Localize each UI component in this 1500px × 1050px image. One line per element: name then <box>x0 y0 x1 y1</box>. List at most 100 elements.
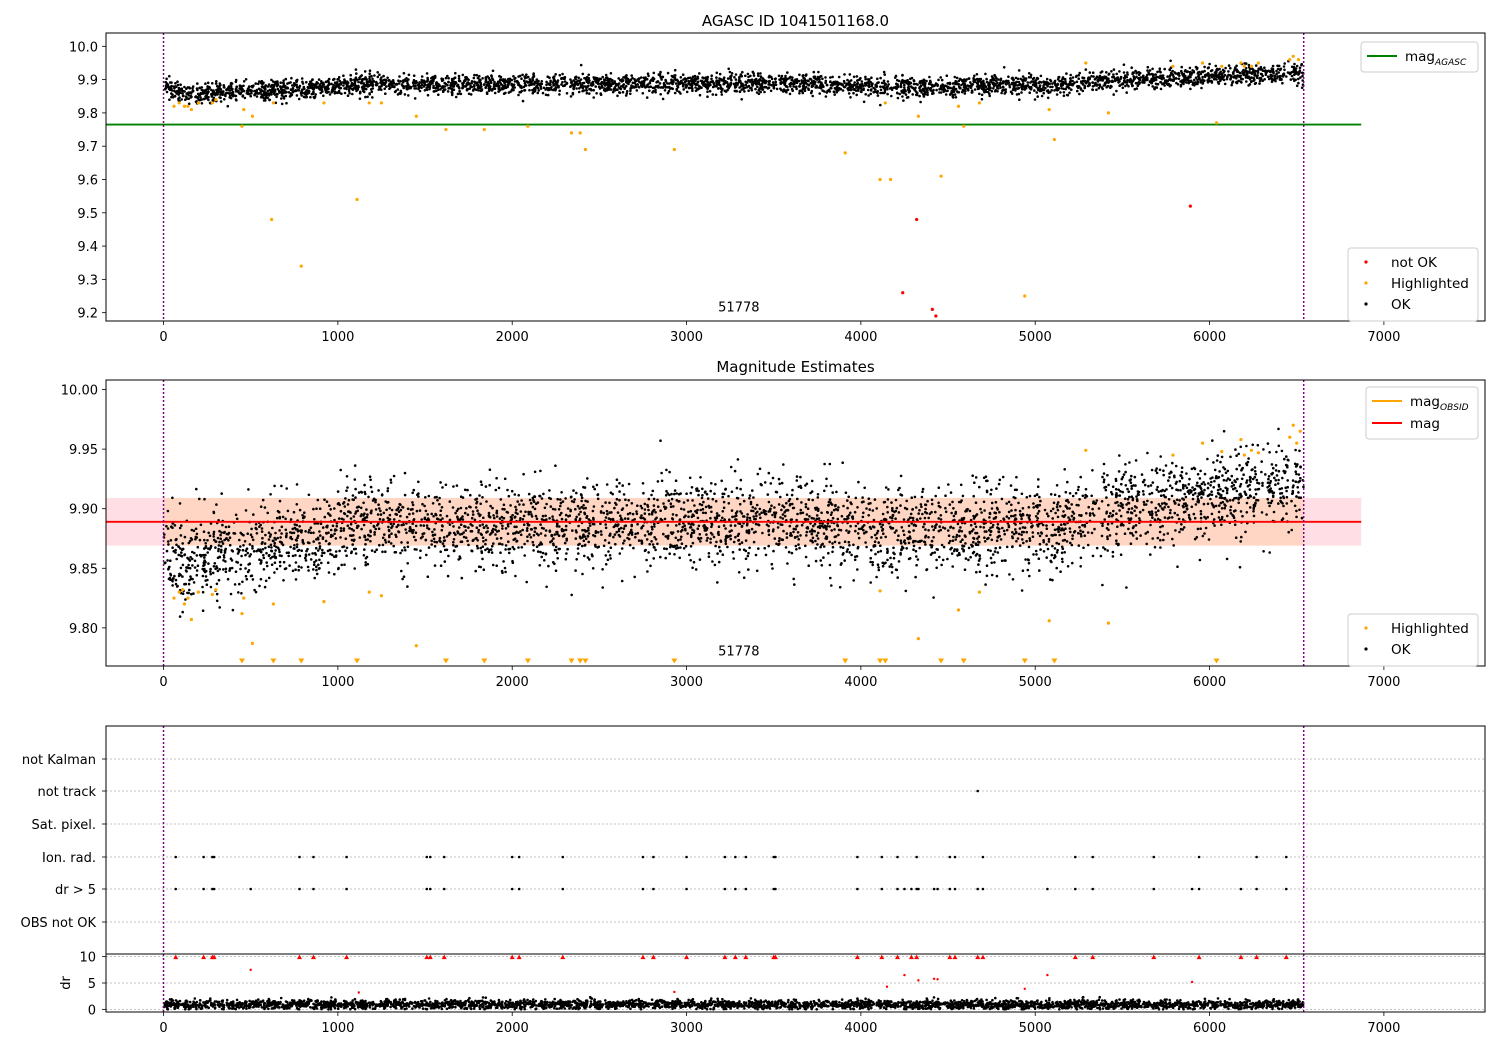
ok-point <box>501 78 505 81</box>
ok-point <box>253 93 256 97</box>
ok-point <box>859 76 862 80</box>
ok-point <box>937 78 940 82</box>
ok-point <box>452 77 456 80</box>
ok-point <box>575 491 578 495</box>
ok-point <box>716 83 719 86</box>
ok-point <box>343 87 346 90</box>
ok-point <box>275 567 279 571</box>
ok-point <box>254 82 257 85</box>
ok-point <box>1236 74 1239 78</box>
ok-point <box>790 551 794 555</box>
ok-point <box>1071 537 1074 541</box>
ok-point <box>487 76 491 80</box>
ok-point <box>990 573 994 577</box>
ok-point <box>478 494 481 497</box>
ok-point <box>1118 70 1121 73</box>
ok-point <box>798 85 801 88</box>
ok-point <box>371 77 374 81</box>
ok-point <box>379 79 383 82</box>
highlighted-point <box>299 264 303 268</box>
ok-point <box>1116 76 1119 80</box>
ok-point <box>744 539 748 542</box>
ok-point <box>824 81 827 84</box>
ok-point <box>780 88 783 92</box>
ok-point <box>196 97 200 100</box>
ok-point <box>440 506 444 509</box>
ok-point <box>661 75 664 79</box>
highlighted-point <box>1249 64 1253 68</box>
ok-point <box>380 88 383 92</box>
ok-point <box>602 544 606 548</box>
ok-point <box>321 526 325 529</box>
ok-point <box>666 82 669 85</box>
ok-point <box>1007 79 1010 83</box>
ok-point <box>1016 84 1019 87</box>
ok-point <box>852 91 855 95</box>
ok-point <box>807 564 810 567</box>
ok-point <box>298 508 302 512</box>
ok-point <box>499 75 503 79</box>
ok-point <box>297 89 301 92</box>
ok-point <box>1163 67 1166 71</box>
ok-point <box>312 95 316 99</box>
ok-point <box>848 86 852 89</box>
ok-point <box>485 83 489 87</box>
ok-point <box>866 88 870 92</box>
ok-point <box>168 74 171 78</box>
ok-point <box>715 80 718 84</box>
ok-point <box>196 88 199 92</box>
ok-point <box>619 85 623 88</box>
ok-point <box>223 86 226 89</box>
ok-point <box>1105 71 1108 74</box>
ok-point <box>528 84 531 87</box>
ok-point <box>716 87 720 90</box>
legend-label: OK <box>1391 297 1412 313</box>
ok-point <box>295 85 299 89</box>
ok-point <box>859 90 863 93</box>
ok-point <box>946 82 949 85</box>
ok-point <box>484 542 487 546</box>
ok-point <box>1077 77 1080 80</box>
ok-point <box>818 86 821 89</box>
ok-point <box>1020 492 1024 496</box>
ok-point <box>444 76 448 80</box>
ok-point <box>447 80 450 84</box>
ok-point <box>330 89 334 93</box>
ok-point <box>1254 64 1258 67</box>
ok-point <box>976 79 979 83</box>
ok-point <box>704 505 708 509</box>
ok-point <box>795 87 798 91</box>
ok-point <box>714 483 717 486</box>
ok-point <box>420 75 424 78</box>
ok-point <box>727 67 730 71</box>
ok-point <box>200 102 204 105</box>
ok-point <box>896 96 900 100</box>
ok-point <box>726 77 730 80</box>
ok-point <box>843 81 846 85</box>
ok-point <box>806 83 809 86</box>
ok-point <box>247 85 251 88</box>
ok-point <box>1222 429 1226 433</box>
ok-point <box>849 511 852 515</box>
ok-point <box>1175 77 1178 80</box>
ok-point <box>1014 89 1017 92</box>
ok-point <box>597 82 600 85</box>
ok-point <box>561 72 564 76</box>
ok-point <box>818 78 821 81</box>
highlighted-point <box>1084 61 1088 65</box>
ok-point <box>420 83 424 87</box>
ok-point <box>623 87 626 90</box>
ok-point <box>355 86 359 89</box>
ok-point <box>744 74 747 78</box>
ok-point <box>887 83 890 86</box>
ok-point <box>1237 452 1240 456</box>
ok-point <box>1150 77 1153 81</box>
ok-point <box>408 512 411 516</box>
ok-point <box>1129 481 1133 485</box>
ok-point <box>396 93 400 96</box>
ok-point <box>994 75 997 78</box>
ok-point <box>657 86 660 89</box>
ok-point <box>1248 67 1252 71</box>
ok-point <box>327 90 330 94</box>
ok-point <box>1098 77 1101 80</box>
